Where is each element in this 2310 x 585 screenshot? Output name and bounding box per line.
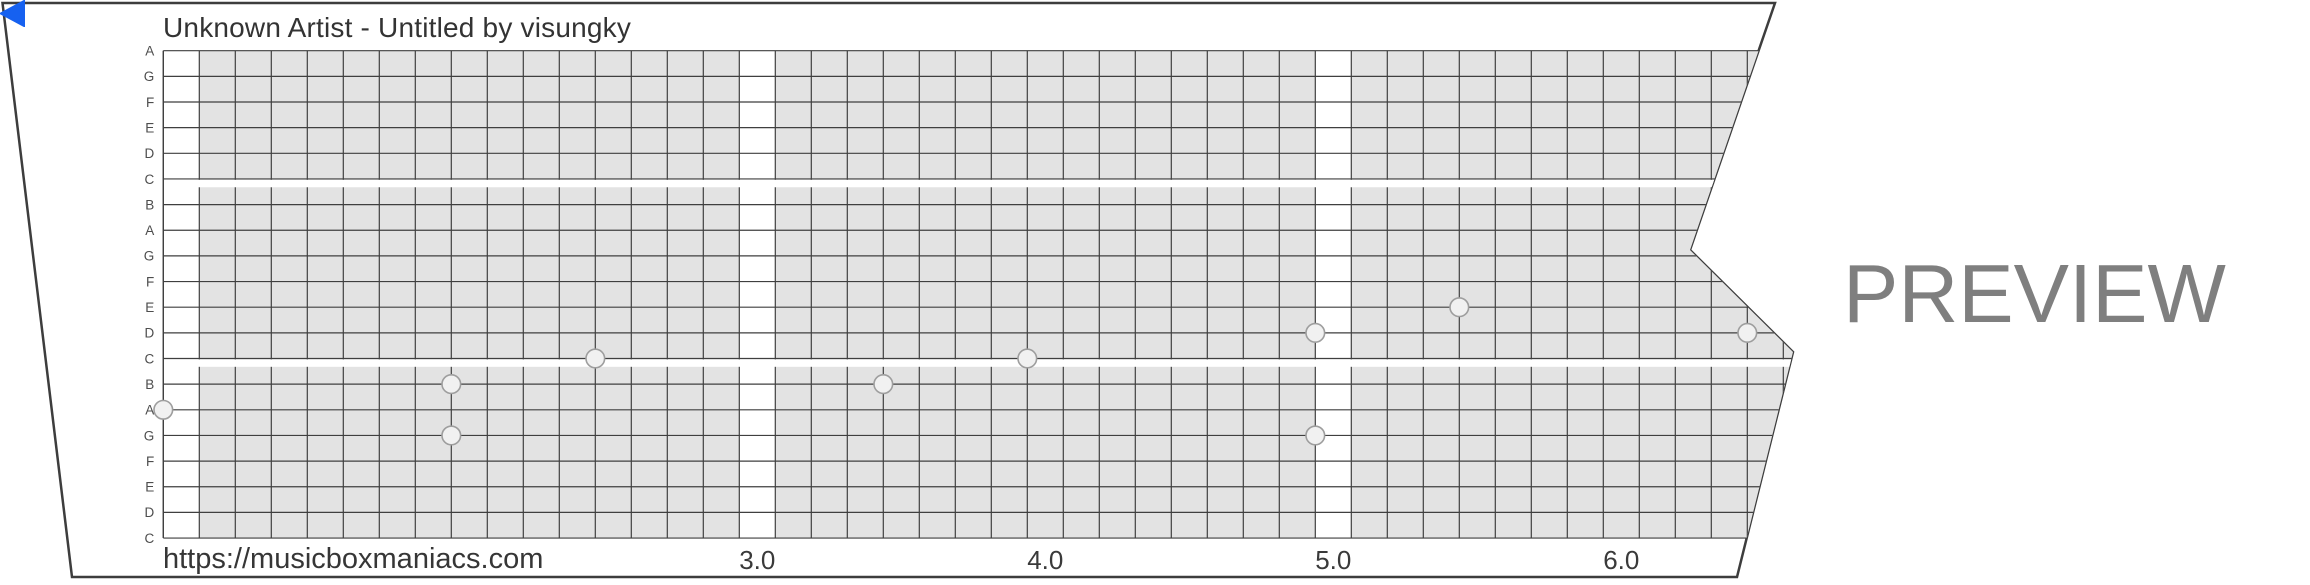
note-row-label: E (145, 480, 154, 495)
note-row-label: G (144, 249, 155, 264)
time-marker-label: 3.0 (739, 545, 776, 575)
note-circle (1449, 297, 1470, 318)
octave-separator (164, 359, 1793, 367)
note-circle (153, 399, 174, 420)
note-circle (585, 348, 606, 369)
note-circle (1305, 322, 1326, 343)
note-row-label: G (144, 69, 155, 84)
note-row-label: F (146, 274, 154, 289)
note-row-label: F (146, 454, 154, 469)
note-row-label: D (145, 505, 155, 520)
note-circle (1305, 425, 1326, 446)
note-row-label: F (146, 95, 154, 110)
note-circle (441, 425, 462, 446)
note-row-label: C (145, 531, 155, 546)
site-url: https://musicboxmaniacs.com (163, 543, 544, 575)
grid-shading (163, 50, 1793, 539)
measure-gap-column (1315, 50, 1352, 539)
note-row-label: E (145, 120, 154, 135)
note-circle (1737, 322, 1758, 343)
note-row-label: D (145, 326, 155, 341)
preview-watermark: PREVIEW (1843, 247, 2226, 340)
time-marker-label: 5.0 (1315, 545, 1352, 575)
time-marker-label: 6.0 (1603, 545, 1640, 575)
note-row-label: A (145, 403, 154, 418)
note-row-label: B (145, 197, 154, 212)
time-marker-label: 4.0 (1027, 545, 1064, 575)
note-row-label: D (145, 146, 155, 161)
strip-grid (153, 50, 1793, 539)
note-circle (1017, 348, 1038, 369)
note-row-label: B (145, 377, 154, 392)
note-row-label: A (145, 44, 154, 59)
note-circle (873, 374, 894, 395)
note-row-label: A (145, 223, 154, 238)
note-row-label: C (145, 172, 155, 187)
measure-gap-column (163, 50, 200, 539)
play-icon[interactable] (0, 0, 25, 27)
note-circle (441, 374, 462, 395)
octave-separator (164, 179, 1793, 188)
note-row-label: G (144, 428, 155, 443)
note-row-label: C (145, 351, 155, 366)
note-row-label: E (145, 300, 154, 315)
play-triangle-glyph (0, 0, 25, 27)
strip-title: Unknown Artist - Untitled by visungky (163, 12, 632, 43)
measure-gap-column (739, 50, 776, 539)
